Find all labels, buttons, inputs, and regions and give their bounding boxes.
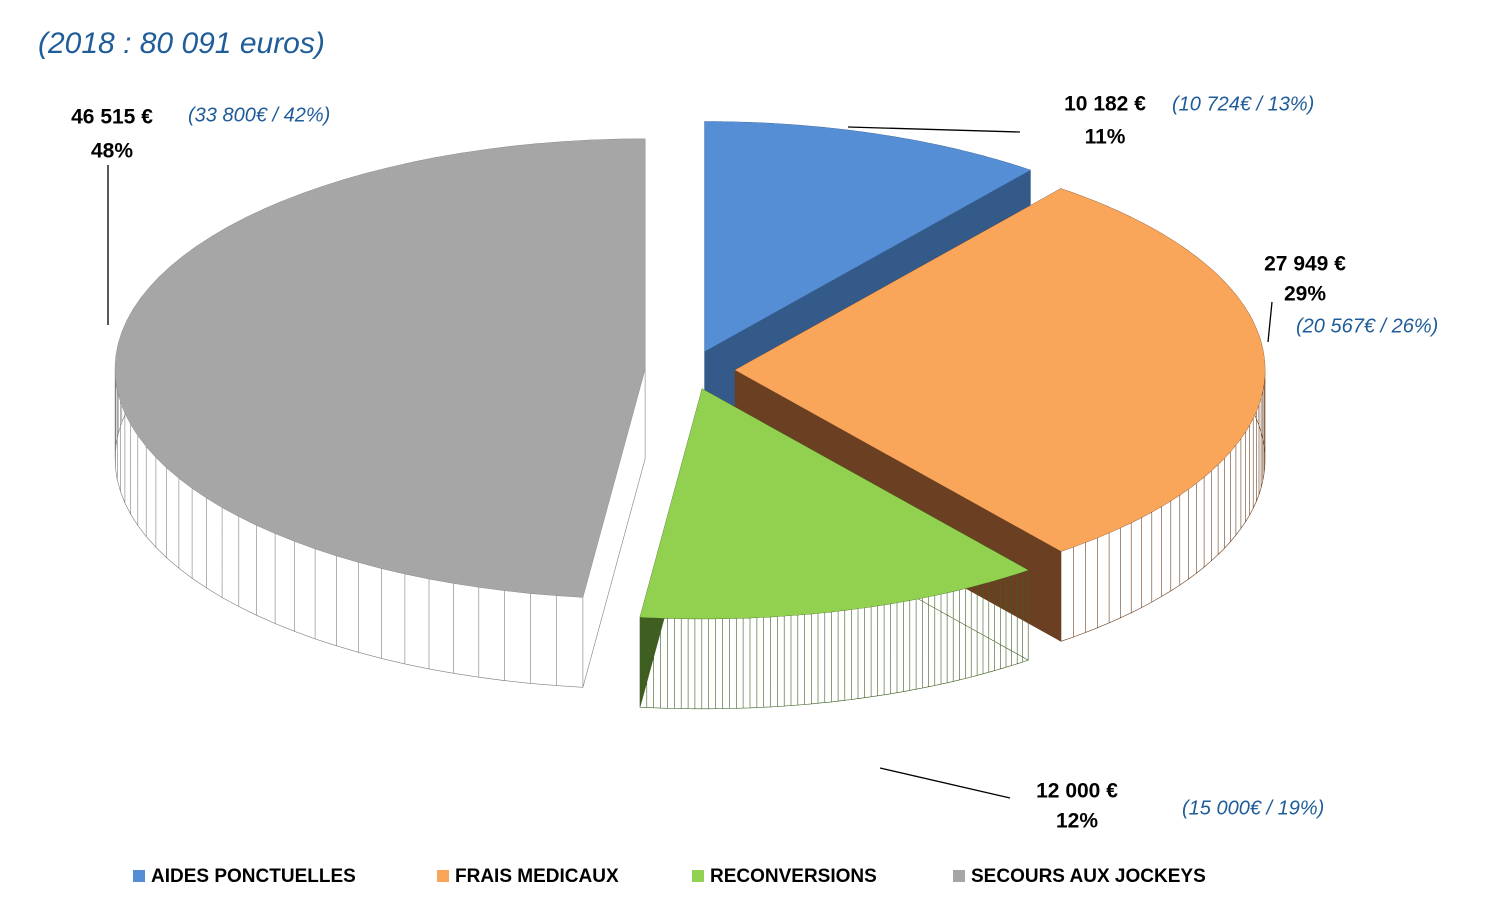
annotation: (20 567€ / 26%) [1296, 315, 1438, 337]
annotation: (10 724€ / 13%) [1172, 93, 1314, 115]
legend-swatch [133, 870, 145, 882]
value-label: 27 949 € [1264, 253, 1346, 276]
legend-swatch [692, 870, 704, 882]
slice [115, 138, 646, 598]
leader-line [1267, 301, 1273, 343]
chart-subtitle: (2018 : 80 091 euros) [38, 27, 325, 60]
legend-label: FRAIS MEDICAUX [455, 866, 619, 887]
legend-swatch [953, 870, 965, 882]
legend-swatch [437, 870, 449, 882]
legend-label: RECONVERSIONS [710, 866, 877, 887]
percent-label: 29% [1284, 283, 1326, 306]
value-label: 46 515 € [71, 106, 153, 129]
slice [640, 388, 1029, 619]
value-label: 10 182 € [1064, 93, 1146, 116]
slice [704, 121, 1031, 352]
legend-label: AIDES PONCTUELLES [151, 866, 356, 887]
percent-label: 11% [1085, 126, 1126, 149]
annotation: (33 800€ / 42%) [188, 104, 330, 126]
annotation: (15 000€ / 19%) [1182, 797, 1324, 819]
leader-line [879, 767, 1011, 799]
leader-line [847, 126, 1021, 133]
percent-label: 48% [91, 140, 133, 163]
value-label: 12 000 € [1036, 780, 1118, 803]
legend-label: SECOURS AUX JOCKEYS [971, 866, 1206, 887]
slice [735, 188, 1265, 552]
percent-label: 12% [1056, 810, 1098, 833]
